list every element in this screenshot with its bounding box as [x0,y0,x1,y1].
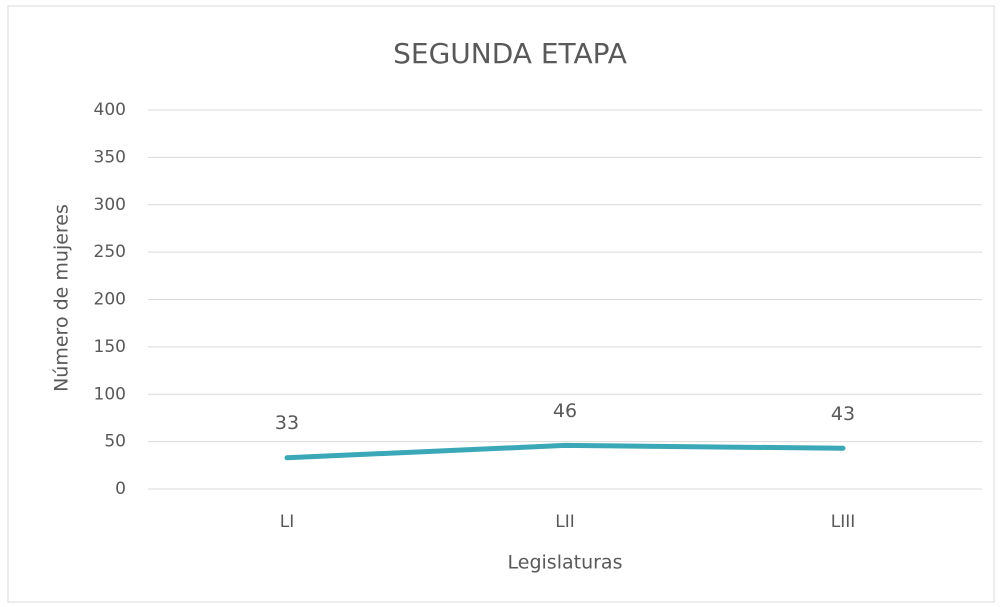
x-tick-label: LI [280,512,295,532]
x-tick-label: LIII [831,512,856,532]
y-tick-label: 50 [104,432,126,452]
y-tick-label: 100 [94,384,126,404]
y-tick-label: 400 [94,100,126,120]
chart-title: SEGUNDA ETAPA [393,37,627,70]
y-axis-label: Número de mujeres [51,204,73,392]
data-label: 43 [831,403,855,425]
y-tick-label: 250 [94,242,126,262]
y-tick-label: 350 [94,147,126,167]
x-tick-label: LII [555,512,575,532]
x-axis-label: Legislaturas [508,552,623,574]
y-tick-label: 200 [94,290,126,310]
y-tick-label: 150 [94,337,126,357]
y-tick-label: 0 [115,479,126,499]
y-tick-label: 300 [94,195,126,215]
data-label: 33 [275,412,299,434]
line-series [284,442,846,461]
data-label: 46 [553,400,577,422]
chart-frame [7,5,995,603]
